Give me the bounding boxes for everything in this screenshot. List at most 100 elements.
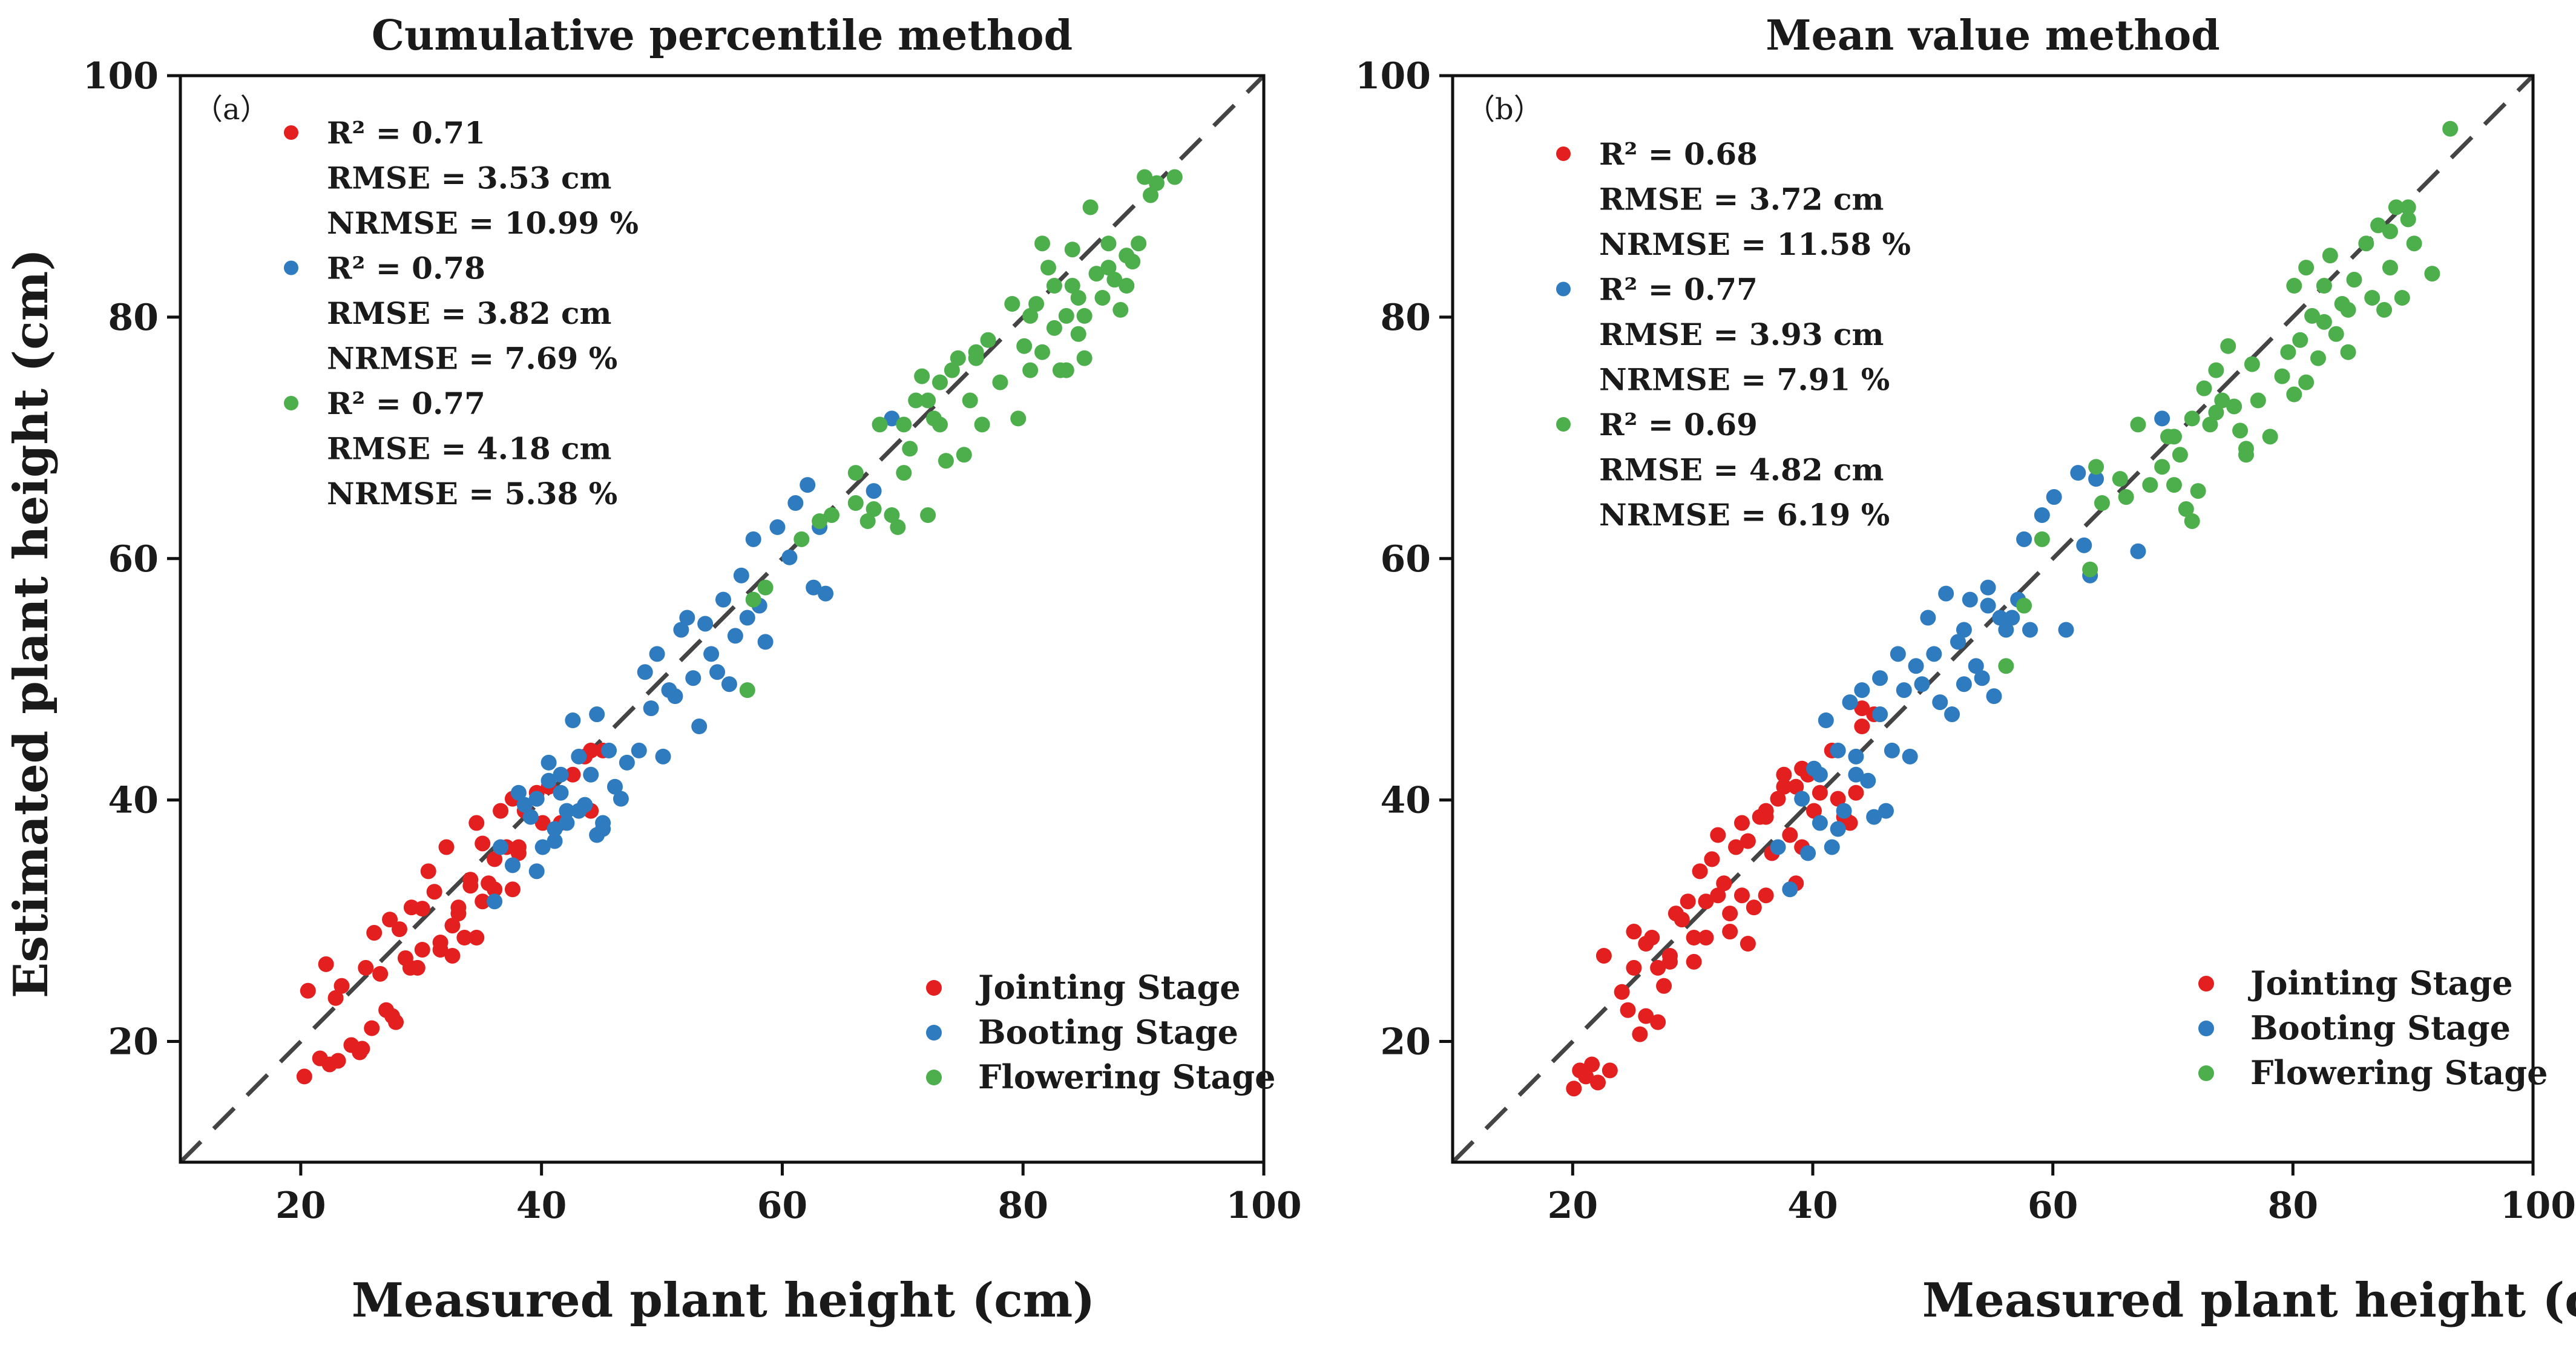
scatter-point-booting-stage <box>528 863 545 880</box>
y-tick-label: 100 <box>1355 55 1431 97</box>
panel-tag-a: （a） <box>194 93 269 127</box>
scatter-point-flowering-stage <box>1088 266 1105 282</box>
y-tick-label: 40 <box>1381 780 1431 822</box>
x-axis-label-b: Measured plant height (cm) <box>1922 1273 2576 1328</box>
scatter-point-jointing-stage <box>1758 809 1774 825</box>
scatter-point-booting-stage <box>619 754 635 771</box>
scatter-point-booting-stage <box>1782 881 1798 898</box>
scatter-point-jointing-stage <box>1728 839 1744 855</box>
scatter-point-jointing-stage <box>462 872 479 888</box>
scatter-point-booting-stage <box>559 803 575 819</box>
scatter-point-booting-stage <box>1932 694 1948 711</box>
scatter-point-jointing-stage <box>1722 924 1738 940</box>
scatter-point-flowering-stage <box>2316 278 2332 294</box>
scatter-point-flowering-stage <box>1058 362 1074 378</box>
scatter-point-flowering-stage <box>914 368 930 384</box>
scatter-point-flowering-stage <box>1070 289 1086 306</box>
stat-r2: R² = 0.77 <box>327 386 485 421</box>
scatter-point-flowering-stage <box>2346 272 2362 288</box>
scatter-point-booting-stage <box>673 622 689 638</box>
scatter-point-booting-stage <box>1812 815 1828 831</box>
scatter-point-booting-stage <box>1836 803 1852 819</box>
y-tick-label: 100 <box>83 55 159 97</box>
legend-entry: Flowering Stage <box>978 1057 1276 1096</box>
legend-marker <box>2198 1065 2214 1081</box>
scatter-point-flowering-stage <box>2274 368 2290 384</box>
stat-rmse: RMSE = 4.82 cm <box>1599 452 1884 488</box>
scatter-point-flowering-stage <box>757 579 774 596</box>
one-to-one-line <box>179 74 1266 1164</box>
scatter-point-flowering-stage <box>1137 169 1153 185</box>
scatter-point-jointing-stage <box>475 835 491 852</box>
scatter-point-booting-stage <box>1770 839 1786 855</box>
scatter-point-jointing-stage <box>468 815 485 831</box>
scatter-point-jointing-stage <box>358 959 374 976</box>
scatter-point-flowering-stage <box>902 441 918 457</box>
scatter-point-booting-stage <box>547 833 563 849</box>
scatter-point-jointing-stage <box>1686 930 1702 946</box>
scatter-point-jointing-stage <box>382 912 398 928</box>
scatter-point-flowering-stage <box>2328 326 2344 342</box>
stat-nrmse: NRMSE = 6.19 % <box>1599 497 1890 533</box>
legend-entry: Jointing Stage <box>2248 964 2513 1002</box>
scatter-point-booting-stage <box>1938 585 1954 602</box>
scatter-point-jointing-stage <box>1680 893 1696 910</box>
scatter-point-booting-stage <box>1848 766 1864 783</box>
scatter-point-booting-stage <box>534 839 551 855</box>
scatter-point-booting-stage <box>2088 471 2104 487</box>
scatter-point-flowering-stage <box>2442 120 2459 137</box>
stat-r2: R² = 0.68 <box>1599 136 1758 172</box>
scatter-point-flowering-stage <box>2262 429 2278 445</box>
legend-marker <box>2198 976 2214 991</box>
scatter-point-booting-stage <box>493 839 509 855</box>
scatter-point-flowering-stage <box>2016 597 2032 614</box>
x-tick-label: 40 <box>516 1185 567 1227</box>
stat-r2: R² = 0.78 <box>327 251 485 286</box>
scatter-point-booting-stage <box>571 803 587 819</box>
x-tick-label: 100 <box>2500 1185 2576 1227</box>
scatter-point-jointing-stage <box>583 742 599 758</box>
y-axis-label: Estimated plant height (cm) <box>4 249 59 998</box>
legend-entry: Booting Stage <box>2250 1008 2511 1047</box>
scatter-point-flowering-stage <box>812 513 828 529</box>
scatter-point-flowering-stage <box>2382 260 2398 276</box>
scatter-point-booting-stage <box>721 676 737 692</box>
scatter-point-flowering-stage <box>1040 260 1056 276</box>
scatter-point-jointing-stage <box>1566 1080 1582 1097</box>
scatter-point-booting-stage <box>637 664 653 680</box>
scatter-point-flowering-stage <box>1064 242 1080 258</box>
scatter-point-flowering-stage <box>2382 223 2398 240</box>
scatter-point-flowering-stage <box>944 362 960 378</box>
scatter-point-jointing-stage <box>1650 1014 1666 1030</box>
panel-a: Cumulative percentile method 20 20 40 40 60 60… <box>83 12 1302 1227</box>
x-tick-label: 80 <box>997 1185 1048 1227</box>
scatter-point-jointing-stage <box>1740 936 1756 952</box>
scatter-point-flowering-stage <box>2424 266 2440 282</box>
scatter-point-flowering-stage <box>872 416 888 433</box>
scatter-point-booting-stage <box>1866 809 1882 825</box>
scatter-point-flowering-stage <box>1058 307 1074 324</box>
scatter-point-booting-stage <box>1980 579 1996 596</box>
scatter-point-booting-stage <box>1962 591 1978 608</box>
scatter-point-jointing-stage <box>366 925 383 941</box>
scatter-point-booting-stage <box>1884 742 1900 758</box>
scatter-point-booting-stage <box>1992 610 2008 626</box>
scatter-point-jointing-stage <box>468 930 485 946</box>
scatter-point-booting-stage <box>1920 610 1936 626</box>
scatter-point-flowering-stage <box>2142 477 2158 493</box>
scatter-point-booting-stage <box>781 549 798 565</box>
scatter-point-flowering-stage <box>1034 344 1051 360</box>
x-tick-label: 100 <box>1226 1185 1301 1227</box>
scatter-point-flowering-stage <box>2400 211 2416 228</box>
scatter-point-flowering-stage <box>2166 477 2182 493</box>
scatter-point-flowering-stage <box>2202 416 2218 433</box>
scatter-point-jointing-stage <box>1733 887 1750 904</box>
scatter-point-flowering-stage <box>2316 314 2332 330</box>
scatter-point-jointing-stage <box>493 803 509 819</box>
scatter-point-flowering-stage <box>1046 278 1062 294</box>
scatter-point-jointing-stage <box>1830 791 1846 807</box>
scatter-point-jointing-stage <box>384 1008 401 1024</box>
scatter-point-booting-stage <box>2004 610 2020 626</box>
scatter-point-jointing-stage <box>318 956 334 972</box>
